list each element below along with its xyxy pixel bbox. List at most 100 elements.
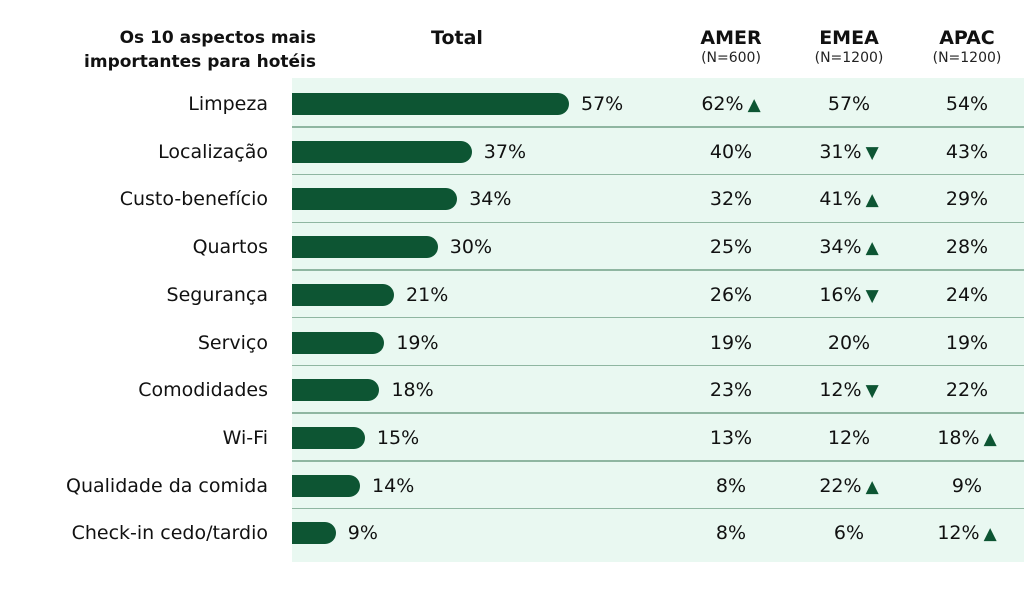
amer-value: 19% [709,331,753,354]
emea-column-header: EMEA (N=1200) [794,27,904,67]
row-divider [292,173,1024,176]
apac-header-name: APAC [939,27,995,49]
amer-value-cell: 8% [676,509,786,557]
triangle-up-icon: ▲ [747,95,761,115]
row-divider [292,507,1024,510]
amer-value: 8% [715,474,747,497]
total-bar [292,93,569,115]
apac-value: 18% [937,426,980,449]
table-row: Localização 37% 40% 31% ▼ 43% [0,128,1024,176]
category-label: Check-in cedo/tardio [71,522,268,545]
total-value-label: 14% [372,474,415,497]
amer-value: 32% [709,188,753,211]
total-value-label: 30% [449,236,493,259]
apac-value: 12% [937,522,980,545]
chart-title-line1: Os 10 aspectos mais [119,28,316,48]
apac-value-cell: 18% ▲ [912,414,1022,463]
triangle-up-icon: ▲ [865,476,879,497]
apac-value-cell: 24% [912,271,1022,319]
apac-value-cell: 29% [912,175,1022,223]
category-label: Serviço [197,331,268,354]
emea-value-cell: 41% ▲ [794,175,904,224]
category-label: Wi-Fi [222,426,268,449]
total-value-label: 15% [376,426,420,449]
apac-value: 22% [945,379,989,402]
total-bar [292,140,472,163]
emea-value: 20% [827,331,871,354]
row-divider [292,221,1024,224]
amer-value-cell: 40% [676,128,786,176]
apac-value: 29% [945,188,989,211]
apac-value-cell: 22% [912,366,1022,414]
amer-header-sample: (N=600) [701,50,761,66]
emea-header-sample: (N=1200) [814,50,884,66]
amer-value-cell: 62% ▲ [676,80,786,129]
emea-value: 57% [827,93,871,115]
total-bar [292,236,438,259]
total-bar [292,188,458,211]
amer-value: 25% [709,236,753,259]
apac-value: 9% [951,474,983,497]
category-label: Quartos [192,236,268,259]
emea-header-name: EMEA [819,27,879,49]
triangle-up-icon: ▲ [865,238,879,259]
total-value-label: 18% [391,379,434,402]
emea-value-cell: 16% ▼ [794,271,904,320]
table-row: Segurança 21% 26% 16% ▼ 24% [0,271,1024,319]
amer-value: 62% [701,93,744,115]
triangle-down-icon: ▼ [865,142,879,163]
total-value-label: 37% [483,140,527,163]
emea-value-cell: 20% [794,319,904,367]
total-value-label: 21% [406,283,449,306]
apac-value-cell: 54% [912,80,1022,128]
total-bar [292,426,365,449]
total-value-label: 57% [581,93,624,115]
row-divider [292,269,1024,271]
category-label: Qualidade da comida [66,474,268,497]
amer-value-cell: 13% [676,414,786,462]
apac-value-cell: 43% [912,128,1022,176]
amer-value-cell: 8% [676,462,786,510]
chart-title-line2: importantes para hotéis [84,52,316,72]
emea-value-cell: 57% [794,80,904,128]
amer-value-cell: 19% [676,319,786,367]
table-row: Limpeza 57% 62% ▲ 57% 54% [0,80,1024,128]
total-bar [292,522,336,545]
table-row: Comodidades 18% 23% 12% ▼ 22% [0,366,1024,414]
triangle-up-icon: ▲ [865,190,879,211]
category-label: Comodidades [138,379,268,402]
apac-value: 24% [945,283,989,306]
row-divider [292,460,1024,462]
apac-value: 54% [945,93,989,115]
apac-value-cell: 12% ▲ [912,509,1022,558]
triangle-up-icon: ▲ [983,428,997,449]
total-bar [292,283,395,306]
apac-value-cell: 19% [912,319,1022,367]
total-value-label: 9% [347,522,378,545]
apac-value-cell: 28% [912,223,1022,271]
table-row: Serviço 19% 19% 20% 19% [0,319,1024,367]
chart-title: Os 10 aspectos mais importantes para hot… [40,26,316,74]
total-value-label: 19% [396,331,439,354]
apac-header-sample: (N=1200) [932,50,1002,66]
total-bar [292,331,385,354]
amer-value-cell: 32% [676,175,786,223]
row-divider [292,316,1024,319]
triangle-down-icon: ▼ [865,285,879,306]
row-divider [292,126,1024,128]
apac-value: 43% [945,140,989,163]
table-row: Check-in cedo/tardio 9% 8% 6% 12% ▲ [0,509,1024,557]
emea-value-cell: 6% [794,509,904,557]
apac-value: 28% [945,236,989,259]
amer-value: 13% [709,426,753,449]
table-row: Qualidade da comida 14% 8% 22% ▲ 9% [0,462,1024,510]
emea-value: 41% [819,188,862,211]
category-label: Custo-benefício [119,188,268,211]
emea-value: 12% [827,426,871,449]
apac-value-cell: 9% [912,462,1022,510]
total-bar [292,474,361,497]
emea-value-cell: 31% ▼ [794,128,904,177]
table-row: Quartos 30% 25% 34% ▲ 28% [0,223,1024,271]
amer-value-cell: 23% [676,366,786,414]
row-divider [292,412,1024,414]
